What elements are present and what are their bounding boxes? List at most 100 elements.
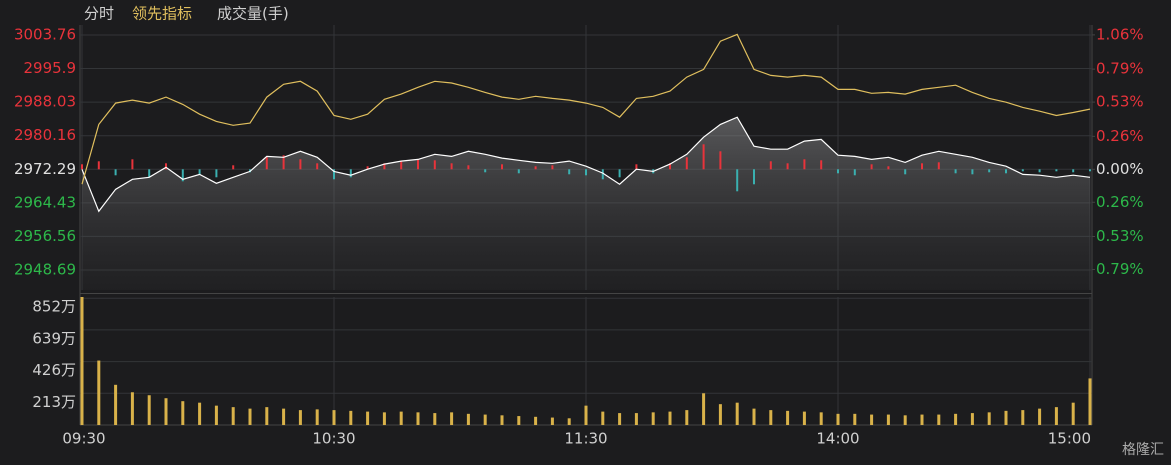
- imbalance-bar: [232, 165, 235, 170]
- volume-bar: [567, 418, 571, 425]
- imbalance-bar: [685, 157, 688, 170]
- legend-price: 分时: [84, 5, 114, 23]
- volume-bar: [433, 413, 437, 425]
- volume-bar: [987, 412, 991, 425]
- y-tick-label: 2964.43: [14, 193, 76, 211]
- volume-bar: [550, 417, 554, 425]
- imbalance-bar: [702, 144, 705, 170]
- imbalance-bar: [467, 165, 470, 170]
- imbalance-bar: [316, 163, 319, 170]
- imbalance-bar: [517, 169, 520, 174]
- series-line: [81, 33, 1091, 185]
- volume-bar: [601, 411, 605, 425]
- volume-bar: [651, 412, 655, 425]
- imbalance-bar: [1038, 169, 1041, 173]
- volume-bar: [853, 413, 857, 425]
- volume-bar: [702, 393, 706, 425]
- volume-bar: [802, 411, 806, 425]
- imbalance-bar: [585, 169, 587, 176]
- volume-bar: [517, 416, 521, 425]
- y-tick-label: 426万: [32, 361, 76, 379]
- x-tick-label: 15:00: [1048, 430, 1091, 448]
- y-tick-label: 639万: [32, 329, 76, 347]
- volume-bar: [534, 416, 538, 425]
- volume-bar: [248, 408, 252, 425]
- imbalance-bar: [921, 163, 923, 170]
- imbalance-bar: [820, 160, 823, 170]
- volume-bar: [382, 412, 386, 425]
- volume-bar: [1004, 410, 1008, 425]
- y2-tick-label: 0.53%: [1096, 227, 1144, 245]
- volume-bar: [114, 384, 118, 425]
- y2-tick-label: 1.06%: [1096, 25, 1144, 43]
- imbalance-bar: [181, 169, 184, 182]
- volume-bar: [231, 407, 235, 425]
- x-tick-label: 10:30: [312, 430, 355, 448]
- volume-bar: [735, 402, 739, 425]
- imbalance-bar: [803, 159, 806, 170]
- price-area: [82, 117, 1090, 290]
- imbalance-bar: [1055, 169, 1058, 172]
- imbalance-bar: [349, 169, 352, 178]
- volume-bar: [752, 408, 756, 425]
- watermark: 格隆汇: [1122, 442, 1164, 458]
- imbalance-bar: [501, 164, 503, 170]
- volume-bar: [80, 297, 84, 425]
- imbalance-bar: [669, 163, 671, 170]
- volume-bar: [265, 407, 269, 425]
- y-tick-label: 2988.03: [14, 93, 76, 111]
- imbalance-bar: [988, 169, 991, 173]
- imbalance-bar: [114, 169, 117, 176]
- volume-bar: [836, 413, 840, 425]
- imbalance-bar: [904, 169, 907, 175]
- y2-tick-label: 0.53%: [1096, 93, 1144, 111]
- legend-leading: 领先指标: [132, 5, 192, 23]
- volume-bar: [1054, 407, 1058, 425]
- imbalance-bar: [551, 165, 554, 170]
- volume-bar: [298, 410, 302, 425]
- imbalance-bar: [753, 169, 755, 185]
- volume-bar: [769, 410, 773, 425]
- x-tick-label: 14:00: [816, 430, 859, 448]
- imbalance-bar: [837, 169, 839, 174]
- volume-bar: [147, 395, 151, 425]
- volume-bar: [937, 414, 941, 425]
- imbalance-bar: [719, 151, 722, 170]
- volume-bar: [214, 405, 218, 425]
- y-tick-label: 2980.16: [14, 126, 76, 144]
- imbalance-bar: [333, 169, 335, 180]
- imbalance-bar: [282, 155, 285, 170]
- imbalance-bar: [870, 164, 873, 170]
- imbalance-bar: [635, 164, 638, 170]
- volume-bar: [786, 410, 790, 425]
- volume-bar: [1021, 410, 1025, 425]
- imbalance-bar: [1005, 169, 1007, 174]
- volume-bar: [870, 414, 874, 425]
- imbalance-bar: [265, 157, 268, 170]
- imbalance-bar: [215, 169, 218, 178]
- y2-tick-label: 0.26%: [1096, 193, 1144, 211]
- imbalance-bar: [853, 169, 856, 176]
- volume-bar: [332, 410, 336, 425]
- x-tick-label: 09:30: [62, 430, 105, 448]
- volume-bar: [1088, 378, 1092, 425]
- imbalance-bar: [937, 162, 940, 170]
- imbalance-bar: [618, 169, 621, 178]
- volume-bar: [954, 413, 958, 425]
- imbalance-bar: [417, 159, 419, 170]
- imbalance-bar: [148, 169, 151, 178]
- imbalance-bar: [484, 169, 487, 173]
- volume-bar: [500, 415, 504, 425]
- volume-bar: [366, 411, 370, 425]
- imbalance-bar: [81, 164, 83, 170]
- y-tick-label: 3003.76: [14, 25, 76, 43]
- y-tick-label: 852万: [32, 298, 76, 316]
- imbalance-bar: [601, 169, 604, 180]
- volume-bar: [399, 411, 403, 425]
- volume-bar: [668, 411, 672, 425]
- y-tick-label: 2956.56: [14, 227, 76, 245]
- y2-tick-label: 0.79%: [1096, 60, 1144, 78]
- volume-bar: [198, 402, 202, 425]
